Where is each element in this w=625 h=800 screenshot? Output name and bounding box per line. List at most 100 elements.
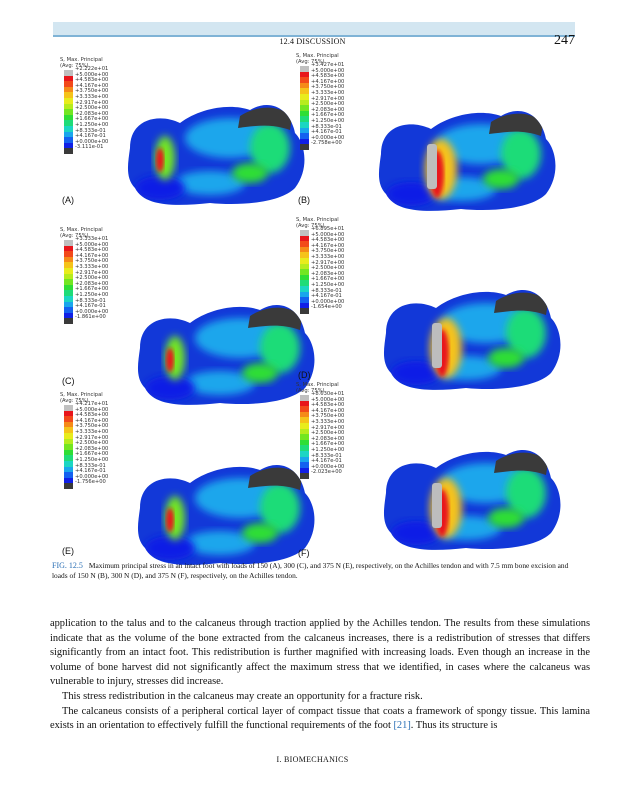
legend-color-band bbox=[64, 109, 73, 115]
legend-color-band bbox=[64, 75, 73, 82]
legend-value: +4.167e+00 bbox=[75, 252, 109, 259]
legend-color-band bbox=[64, 449, 73, 456]
legend-color-band bbox=[300, 291, 309, 298]
legend-color-band bbox=[300, 263, 309, 270]
legend-colorbar bbox=[64, 405, 73, 489]
legend-color-band bbox=[300, 127, 309, 134]
legend-value: +8.333e-01 bbox=[311, 123, 342, 130]
paragraph: application to the talus and to the calc… bbox=[50, 618, 590, 688]
legend-value: +2.083e+00 bbox=[311, 435, 345, 442]
figure-panel: S, Max. Principal (Avg: 75%) +4.217e+01 +… bbox=[60, 392, 315, 565]
legend-value: +4.217e+01 bbox=[75, 401, 109, 407]
legend-color-band bbox=[300, 439, 309, 446]
legend-value: +4.167e+00 bbox=[311, 78, 345, 85]
legend-title: S, Max. Principal bbox=[296, 53, 339, 59]
legend-color-band bbox=[64, 86, 73, 93]
legend-value: -1.654e+00 bbox=[311, 304, 342, 311]
legend-value: +4.583e+00 bbox=[311, 402, 345, 409]
legend-value: +3.333e+01 bbox=[75, 236, 109, 242]
legend-color-band bbox=[300, 428, 309, 435]
legend-color-band bbox=[300, 235, 309, 242]
legend-color-band bbox=[300, 82, 309, 89]
legend-color-band bbox=[64, 421, 73, 428]
legend-value: +3.333e+00 bbox=[75, 263, 109, 270]
legend-color-band bbox=[64, 267, 73, 274]
legend-value: +2.083e+00 bbox=[75, 280, 109, 287]
legend-value: +2.083e+00 bbox=[75, 110, 109, 117]
legend-subtitle: (Avg: 75%) bbox=[60, 397, 89, 404]
legend-color-band bbox=[300, 257, 309, 264]
legend-value: +1.250e+00 bbox=[311, 117, 345, 124]
legend-value: +2.917e+00 bbox=[75, 269, 109, 276]
legend-value: +2.917e+00 bbox=[311, 259, 345, 266]
page-number: 247 bbox=[554, 33, 575, 48]
legend-value: +1.667e+00 bbox=[75, 116, 109, 123]
legend-color-band bbox=[64, 131, 73, 138]
legend-value: +5.000e+00 bbox=[75, 241, 109, 248]
legend-color-band bbox=[300, 66, 309, 72]
legend-color-band bbox=[300, 395, 309, 401]
running-head: 12.4 DISCUSSION bbox=[279, 37, 346, 46]
legend-value: +3.750e+00 bbox=[311, 248, 345, 255]
legend-color-band bbox=[64, 245, 73, 252]
legend-value: +0.000e+00 bbox=[75, 308, 109, 315]
legend-color-band bbox=[64, 410, 73, 417]
legend-color-band bbox=[64, 137, 73, 143]
legend-value: -1.756e+00 bbox=[75, 479, 106, 486]
foot-stress-model-image bbox=[137, 304, 315, 405]
legend-title: S, Max. Principal bbox=[296, 382, 339, 388]
legend-color-band bbox=[64, 148, 73, 154]
legend-value: +0.000e+00 bbox=[75, 138, 109, 145]
legend-value: +0.000e+00 bbox=[311, 463, 345, 470]
legend-color-band bbox=[300, 77, 309, 83]
legend-value: +2.500e+00 bbox=[75, 275, 109, 282]
legend-value: +4.167e-01 bbox=[311, 129, 342, 136]
citation-link[interactable]: [21] bbox=[393, 720, 411, 732]
paragraph: This stress redistribution in the calcan… bbox=[62, 690, 423, 702]
panel-label: (D) bbox=[298, 370, 311, 380]
page-footer: I. BIOMECHANICS bbox=[276, 755, 349, 764]
legend-color-band bbox=[300, 422, 309, 429]
legend-value: +4.167e-01 bbox=[311, 458, 342, 465]
legend-color-band bbox=[300, 411, 309, 418]
legend-colorbar bbox=[300, 395, 309, 479]
legend-title: S, Max. Principal bbox=[296, 217, 339, 223]
legend-color-band bbox=[64, 142, 73, 149]
legend-colorbar bbox=[300, 66, 309, 150]
legend-value: +0.000e+00 bbox=[75, 473, 109, 480]
legend-value: +4.583e+00 bbox=[75, 247, 109, 254]
stress-legend: S, Max. Principal (Avg: 75%) +2.222e+01 +… bbox=[60, 57, 108, 154]
legend-title: S, Max. Principal bbox=[60, 227, 103, 233]
legend-color-band bbox=[64, 120, 73, 126]
figure-panel: S, Max. Principal (Avg: 75%) +8.630e+01 +… bbox=[296, 382, 561, 558]
figure-panel: S, Max. Principal (Avg: 75%) +3.427e+01 +… bbox=[296, 53, 556, 214]
legend-value: +4.167e-01 bbox=[75, 303, 106, 310]
legend-subtitle: (Avg: 75%) bbox=[60, 62, 89, 69]
legend-value: +3.427e+01 bbox=[311, 62, 345, 68]
legend-colorbar bbox=[64, 240, 73, 324]
panel-label: (B) bbox=[298, 195, 310, 205]
foot-stress-model-image bbox=[383, 449, 561, 550]
legend-value: +1.250e+00 bbox=[311, 281, 345, 288]
panel-label: (F) bbox=[298, 548, 310, 558]
legend-colorbar bbox=[64, 70, 73, 154]
legend-color-band bbox=[300, 121, 309, 128]
legend-color-band bbox=[300, 110, 309, 117]
legend-color-band bbox=[300, 133, 309, 139]
legend-color-band bbox=[300, 88, 309, 94]
legend-value: +8.333e-01 bbox=[75, 297, 106, 304]
legend-color-band bbox=[64, 284, 73, 291]
legend-value: +4.583e+00 bbox=[311, 237, 345, 244]
legend-color-band bbox=[64, 416, 73, 422]
legend-color-band bbox=[64, 427, 73, 433]
legend-color-band bbox=[300, 144, 309, 150]
legend-color-band bbox=[64, 432, 73, 439]
legend-value: +3.333e+00 bbox=[75, 93, 109, 100]
legend-value: +5.000e+00 bbox=[75, 71, 109, 78]
legend-value: +1.667e+00 bbox=[75, 286, 109, 293]
legend-color-band bbox=[64, 472, 73, 478]
legend-title: S, Max. Principal bbox=[60, 392, 103, 398]
legend-value: -2.023e+00 bbox=[311, 469, 342, 476]
legend-color-band bbox=[300, 105, 309, 111]
legend-value: +2.917e+00 bbox=[75, 99, 109, 106]
